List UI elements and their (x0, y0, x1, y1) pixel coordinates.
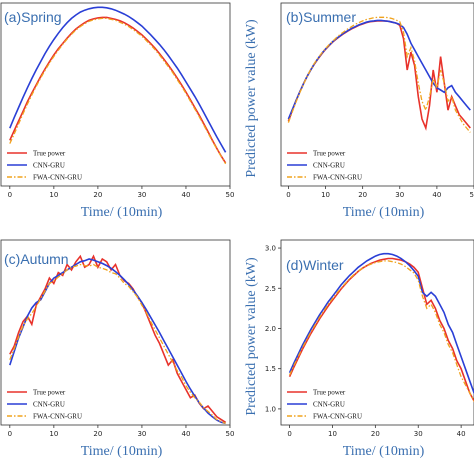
x-tick-label: 50 (226, 191, 235, 199)
y-tick-label: 1.0 (265, 405, 276, 413)
legend-label: CNN-GRU (33, 401, 65, 409)
x-tick-label: 50 (470, 191, 474, 199)
legend: True power CNN-GRU FWA-CNN-GRU (287, 389, 362, 421)
legend-label: FWA-CNN-GRU (33, 174, 82, 182)
legend-label: CNN-GRU (313, 401, 345, 409)
x-tick-label: 40 (432, 191, 441, 199)
legend: True power CNN-GRU FWA-CNN-GRU (287, 150, 362, 182)
panel-4: 0 10 20 30 40 1.0 1.5 2.0 2.5 3.0 (d)Winter Time/ (… (244, 239, 474, 459)
x-tick-label: 20 (358, 191, 367, 199)
x-tick-label: 30 (414, 430, 423, 438)
x-axis-label: Time/ (10min) (343, 444, 425, 459)
legend: True power CNN-GRU FWA-CNN-GRU (7, 389, 82, 421)
x-tick-label: 40 (457, 430, 466, 438)
x-tick-label: 20 (371, 430, 380, 438)
panel-3: 0 10 20 30 40 50 (c)Autumn Time/ (10min) True po… (0, 239, 235, 459)
x-tick-label: 40 (182, 430, 191, 438)
panel-label: (b)Summer (286, 9, 356, 25)
x-tick-label: 20 (93, 430, 102, 438)
x-tick-label: 30 (395, 191, 404, 199)
y-tick-label: 2.5 (265, 285, 276, 293)
x-axis-label: Time/ (10min) (343, 205, 425, 220)
series-line-fwa-cnn-gru (289, 260, 474, 403)
x-axis-label: Time/ (10min) (81, 444, 163, 459)
panel-label: (a)Spring (4, 9, 62, 25)
series-line-cnn-gru (288, 252, 474, 395)
x-tick-label: 10 (49, 191, 58, 199)
x-tick-label: 30 (137, 430, 146, 438)
y-tick-label: 1.5 (265, 365, 276, 373)
series-line-cnn-gru (287, 19, 471, 120)
axes-frame (280, 2, 474, 187)
axes-frame (280, 239, 474, 426)
y-tick-label: 2.0 (265, 325, 276, 333)
x-tick-label: 40 (182, 191, 191, 199)
legend-label: True power (33, 150, 66, 158)
x-tick-label: 0 (8, 191, 12, 199)
legend-label: FWA-CNN-GRU (313, 413, 362, 421)
x-tick-label: 0 (286, 191, 290, 199)
panel-label: (d)Winter (286, 257, 344, 273)
y-axis-label: Predicted power value (kW) (244, 257, 259, 416)
series-line-true-power (287, 20, 471, 131)
legend-label: True power (313, 389, 346, 397)
series-line-fwa-cnn-gru (287, 16, 471, 133)
legend-label: True power (313, 150, 346, 158)
x-tick-label: 10 (321, 191, 330, 199)
legend-label: CNN-GRU (313, 162, 345, 170)
series-line-cnn-gru (9, 6, 227, 153)
series-line-fwa-cnn-gru (9, 17, 227, 165)
legend-label: True power (33, 389, 66, 397)
legend-label: CNN-GRU (33, 162, 65, 170)
panel-1: 0 10 20 30 40 50 (a)Spring Time/ (10min) True po… (0, 2, 235, 220)
panel-2: 0 10 20 30 40 50 (b)Summer Time/ (10min) Predict… (244, 2, 474, 220)
legend: True power CNN-GRU FWA-CNN-GRU (7, 150, 82, 182)
y-axis-label: Predicted power value (kW) (244, 19, 259, 178)
panel-label: (c)Autumn (4, 251, 69, 267)
x-tick-label: 0 (8, 430, 12, 438)
y-tick-label: 3.0 (265, 245, 276, 253)
x-tick-label: 20 (93, 191, 102, 199)
x-tick-label: 50 (226, 430, 235, 438)
legend-label: FWA-CNN-GRU (33, 413, 82, 421)
x-tick-label: 10 (328, 430, 337, 438)
x-tick-label: 0 (287, 430, 291, 438)
series-line-true-power (288, 257, 474, 402)
series-line-true-power (9, 16, 227, 164)
x-tick-label: 30 (137, 191, 146, 199)
x-axis-label: Time/ (10min) (81, 205, 163, 220)
x-tick-label: 10 (49, 430, 58, 438)
axes-frame (0, 2, 231, 187)
series-line-cnn-gru (9, 258, 226, 425)
axes-frame (0, 239, 231, 426)
legend-label: FWA-CNN-GRU (313, 174, 362, 182)
series-line-true-power (9, 254, 227, 423)
